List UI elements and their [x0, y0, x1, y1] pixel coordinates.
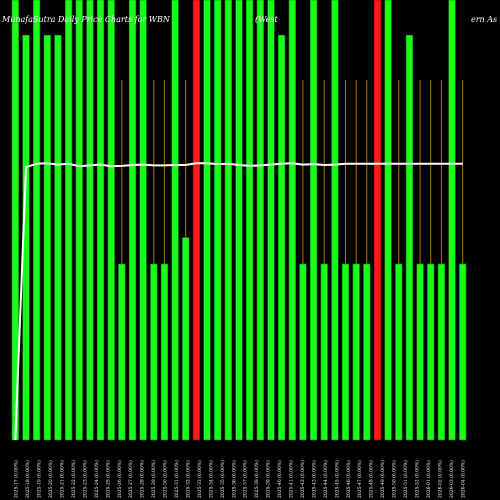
- bar: [160, 263, 169, 441]
- bar: [235, 0, 243, 441]
- bar: [299, 263, 307, 441]
- x-tick-label: 2025-33 (0.00%): [196, 460, 203, 498]
- x-tick-label: 2025-40 (0.00%): [276, 460, 283, 498]
- x-tick-label: 2025-18 (0.00%): [24, 460, 31, 498]
- bar: [32, 0, 41, 441]
- bar: [192, 0, 201, 441]
- x-tick-label: 2025-46 (0.00%): [345, 460, 352, 498]
- bar: [331, 0, 339, 441]
- x-tick-label: 2025-27 (0.00%): [127, 460, 134, 498]
- bar: [43, 34, 51, 441]
- bar: [150, 263, 158, 441]
- x-tick-label: 2025-36 (0.00%): [230, 460, 237, 498]
- bar: [224, 0, 232, 441]
- bar: [373, 0, 382, 441]
- x-tick-label: 2025-47 (0.00%): [356, 460, 363, 498]
- bar: [427, 263, 435, 441]
- bar: [54, 34, 62, 441]
- chart-title-right: ern As: [471, 15, 497, 24]
- x-tick-label: 2025-38 (0.00%): [253, 460, 260, 498]
- x-tick-label: 2025-49 (0.00%): [379, 460, 386, 498]
- x-tick-label: 2026-01 (0.00%): [425, 460, 432, 498]
- price-trend-line: [14, 162, 463, 441]
- x-tick-label: 2025-35 (0.00%): [219, 460, 226, 498]
- bar: [256, 0, 264, 441]
- bar: [214, 0, 222, 441]
- bar: [267, 0, 275, 441]
- bar: [75, 0, 83, 441]
- volume-bars: [11, 0, 467, 441]
- chart-title-middle: (West: [255, 15, 279, 24]
- bar: [459, 263, 467, 441]
- x-tick-label: 2025-31 (0.00%): [173, 460, 180, 498]
- bar: [107, 0, 115, 441]
- bar: [65, 0, 73, 441]
- x-tick-label: 2025-50 (0.00%): [391, 460, 398, 498]
- x-tick-label: 2025-45 (0.00%): [333, 460, 340, 498]
- bar: [128, 0, 137, 441]
- bar: [416, 263, 424, 441]
- bar: [171, 0, 179, 441]
- x-tick-label: 2025-51 (0.00%): [402, 460, 409, 498]
- bar: [363, 263, 371, 441]
- x-tick-label: 2025-26 (0.00%): [116, 460, 123, 498]
- bar: [309, 0, 318, 441]
- x-tick-label: 2025-21 (0.00%): [59, 460, 66, 498]
- x-tick-label: 2025-24 (0.00%): [93, 460, 100, 498]
- x-tick-label: 2025-44 (0.00%): [322, 460, 329, 498]
- x-tick-label: 2025-23 (0.00%): [81, 460, 88, 498]
- bar: [448, 0, 456, 441]
- bar: [11, 0, 19, 441]
- x-tick-label: 2025-43 (0.00%): [310, 460, 317, 498]
- x-tick-label: 2025-42 (0.00%): [299, 460, 306, 498]
- bar: [246, 0, 254, 441]
- bar: [182, 237, 190, 441]
- bar: [405, 34, 414, 441]
- chart-title: MunafaSutra Daily Price Charts for WBN: [1, 15, 171, 24]
- x-tick-label: 2025-48 (0.00%): [368, 460, 375, 498]
- x-tick-label: 2025-37 (0.00%): [242, 460, 249, 498]
- bar: [395, 263, 403, 441]
- bar: [203, 0, 211, 441]
- x-tick-label: 2026-03 (0.00%): [448, 460, 455, 498]
- x-tick-label: 2025-52 (0.00%): [414, 460, 421, 498]
- bar: [277, 34, 286, 441]
- x-tick-label: 2026-02 (0.00%): [436, 460, 443, 498]
- x-tick-label: 2025-29 (0.00%): [150, 460, 157, 498]
- x-tick-label: 2025-30 (0.00%): [162, 460, 169, 498]
- x-tick-label: 2025-34 (0.00%): [207, 460, 214, 498]
- x-tick-label: 2025-17 (0.00%): [13, 460, 20, 498]
- bar: [288, 0, 296, 441]
- x-tick-label: 2026-04 (0.00%): [459, 460, 466, 498]
- bar: [384, 0, 392, 441]
- bar: [139, 0, 147, 441]
- x-tick-label: 2025-28 (0.00%): [139, 460, 146, 498]
- x-tick-label: 2025-19 (0.00%): [36, 460, 43, 498]
- bar: [341, 263, 350, 441]
- bar: [86, 0, 94, 441]
- bar: [96, 0, 105, 441]
- bar: [437, 263, 446, 441]
- x-tick-label: 2025-25 (0.00%): [104, 460, 111, 498]
- x-tick-label: 2025-41 (0.00%): [288, 460, 295, 498]
- x-tick-label: 2025-22 (0.00%): [70, 460, 77, 498]
- bar: [118, 263, 126, 441]
- x-tick-label: 2025-39 (0.00%): [265, 460, 272, 498]
- bar: [352, 263, 360, 441]
- x-tick-label: 2025-20 (0.00%): [47, 460, 54, 498]
- bar: [320, 263, 328, 441]
- x-tick-label: 2025-32 (0.00%): [185, 460, 192, 498]
- x-tick-labels: 2025-17 (0.00%) 2025-18 (0.00%) 2025-19 (0…: [13, 460, 467, 498]
